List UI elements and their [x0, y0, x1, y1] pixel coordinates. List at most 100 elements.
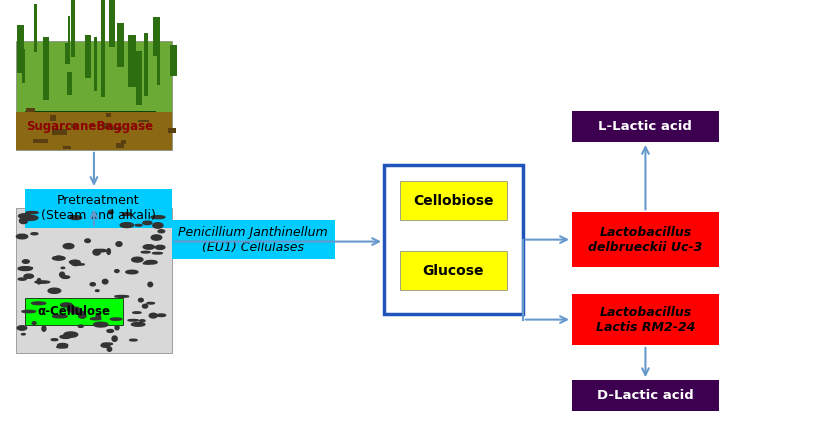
Ellipse shape [142, 304, 148, 308]
FancyBboxPatch shape [71, 124, 78, 128]
Ellipse shape [140, 320, 145, 322]
Ellipse shape [139, 298, 143, 302]
Ellipse shape [94, 322, 108, 327]
Ellipse shape [115, 326, 119, 330]
Ellipse shape [57, 343, 68, 347]
FancyBboxPatch shape [138, 120, 149, 122]
FancyBboxPatch shape [110, 127, 122, 130]
Ellipse shape [96, 314, 100, 319]
Ellipse shape [24, 215, 38, 220]
Ellipse shape [60, 335, 71, 338]
Ellipse shape [22, 267, 33, 269]
Ellipse shape [151, 235, 162, 240]
Ellipse shape [74, 264, 84, 265]
Ellipse shape [60, 303, 72, 307]
Ellipse shape [93, 250, 100, 255]
Ellipse shape [16, 234, 28, 239]
Ellipse shape [32, 322, 36, 324]
FancyBboxPatch shape [100, 46, 105, 97]
Ellipse shape [52, 256, 65, 260]
FancyBboxPatch shape [170, 45, 176, 76]
FancyBboxPatch shape [101, 0, 105, 52]
Ellipse shape [116, 242, 122, 246]
FancyBboxPatch shape [85, 35, 91, 78]
Ellipse shape [17, 326, 27, 330]
Ellipse shape [112, 336, 117, 341]
FancyBboxPatch shape [63, 146, 71, 149]
Ellipse shape [61, 276, 69, 278]
FancyBboxPatch shape [572, 380, 719, 411]
Ellipse shape [56, 256, 62, 260]
Ellipse shape [126, 270, 138, 274]
FancyBboxPatch shape [109, 0, 114, 47]
Ellipse shape [42, 326, 46, 331]
FancyBboxPatch shape [68, 16, 70, 55]
FancyBboxPatch shape [94, 37, 97, 91]
FancyBboxPatch shape [572, 294, 719, 345]
Ellipse shape [20, 218, 28, 224]
Ellipse shape [101, 343, 109, 347]
FancyBboxPatch shape [16, 41, 172, 150]
FancyBboxPatch shape [158, 52, 160, 85]
Ellipse shape [85, 239, 91, 242]
FancyBboxPatch shape [25, 111, 155, 142]
Ellipse shape [63, 244, 74, 249]
Ellipse shape [21, 333, 25, 335]
Ellipse shape [90, 283, 96, 286]
Ellipse shape [114, 296, 129, 297]
FancyBboxPatch shape [136, 51, 142, 105]
Text: SugarcaneBaggase: SugarcaneBaggase [26, 120, 154, 133]
FancyBboxPatch shape [65, 43, 69, 64]
FancyBboxPatch shape [34, 3, 37, 52]
Ellipse shape [78, 325, 83, 327]
Ellipse shape [102, 279, 108, 284]
Ellipse shape [96, 250, 106, 252]
Ellipse shape [52, 315, 67, 318]
Ellipse shape [18, 266, 32, 271]
Ellipse shape [51, 339, 58, 341]
FancyBboxPatch shape [121, 140, 126, 144]
Ellipse shape [107, 347, 112, 351]
Ellipse shape [70, 216, 82, 220]
FancyBboxPatch shape [16, 112, 172, 150]
Ellipse shape [148, 282, 153, 287]
Ellipse shape [132, 257, 143, 262]
Text: Lactobacillus
Lactis RM2-24: Lactobacillus Lactis RM2-24 [596, 305, 695, 334]
Ellipse shape [110, 318, 122, 320]
FancyBboxPatch shape [51, 129, 67, 135]
Ellipse shape [143, 221, 152, 225]
FancyBboxPatch shape [17, 25, 24, 73]
Ellipse shape [22, 260, 29, 263]
Text: D-Lactic acid: D-Lactic acid [597, 389, 694, 402]
FancyBboxPatch shape [117, 143, 123, 148]
Ellipse shape [114, 269, 119, 272]
FancyBboxPatch shape [89, 124, 95, 127]
FancyBboxPatch shape [106, 113, 111, 117]
Ellipse shape [108, 210, 113, 214]
Ellipse shape [64, 332, 78, 337]
Ellipse shape [150, 313, 157, 318]
Ellipse shape [102, 343, 113, 345]
Ellipse shape [18, 278, 26, 280]
Ellipse shape [149, 261, 156, 264]
Ellipse shape [69, 260, 80, 264]
Ellipse shape [91, 318, 101, 320]
FancyBboxPatch shape [168, 129, 176, 133]
FancyBboxPatch shape [144, 33, 149, 96]
FancyBboxPatch shape [25, 298, 123, 325]
Ellipse shape [22, 310, 36, 313]
Ellipse shape [151, 216, 165, 219]
Ellipse shape [123, 213, 132, 215]
Ellipse shape [130, 339, 137, 341]
FancyBboxPatch shape [128, 35, 136, 87]
Ellipse shape [37, 278, 41, 284]
Ellipse shape [48, 288, 60, 294]
FancyBboxPatch shape [51, 115, 56, 121]
FancyBboxPatch shape [26, 108, 34, 113]
FancyBboxPatch shape [572, 111, 719, 142]
Ellipse shape [78, 313, 86, 318]
FancyBboxPatch shape [153, 17, 160, 56]
FancyBboxPatch shape [25, 189, 172, 228]
Ellipse shape [120, 222, 133, 228]
Ellipse shape [71, 261, 80, 266]
